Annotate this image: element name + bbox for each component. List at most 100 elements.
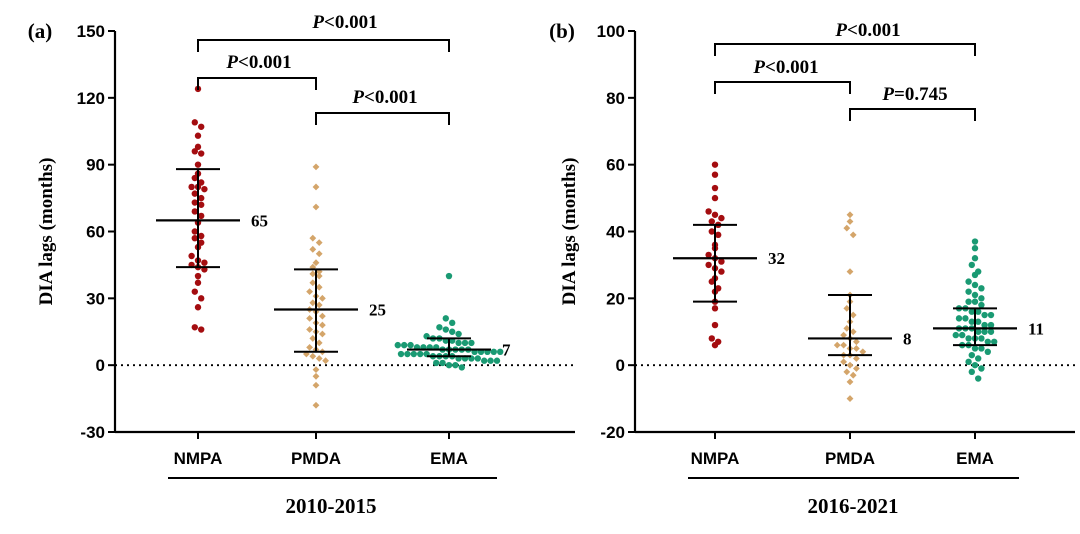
data-point bbox=[971, 245, 979, 252]
data-point bbox=[975, 375, 982, 382]
y-tick-label: 0 bbox=[616, 356, 625, 375]
median-label: 8 bbox=[903, 329, 912, 348]
data-point bbox=[978, 301, 985, 309]
data-point bbox=[455, 330, 462, 338]
data-point bbox=[407, 341, 414, 349]
data-point bbox=[840, 341, 847, 349]
p-value-label: P<0.001 bbox=[311, 12, 377, 33]
data-point bbox=[198, 123, 205, 130]
data-point bbox=[315, 272, 323, 280]
category-label: EMA bbox=[430, 449, 468, 468]
data-point bbox=[445, 272, 453, 280]
data-point bbox=[971, 361, 979, 369]
data-point bbox=[312, 259, 320, 267]
data-point bbox=[194, 279, 202, 286]
data-point bbox=[417, 350, 424, 358]
data-point bbox=[711, 321, 719, 329]
p-value-label: P<0.001 bbox=[834, 20, 900, 41]
data-point bbox=[853, 365, 860, 372]
data-point bbox=[191, 228, 198, 235]
data-point bbox=[312, 163, 320, 171]
data-point bbox=[843, 325, 851, 332]
y-tick-label: 20 bbox=[606, 289, 625, 308]
data-point bbox=[191, 119, 198, 126]
data-point bbox=[987, 321, 995, 329]
data-point bbox=[401, 341, 408, 349]
data-point bbox=[715, 231, 722, 239]
y-tick-label: 30 bbox=[86, 289, 105, 308]
data-point bbox=[975, 355, 982, 362]
data-point bbox=[191, 148, 198, 155]
data-point bbox=[309, 270, 317, 278]
data-point bbox=[404, 350, 411, 358]
data-point bbox=[410, 350, 417, 358]
data-point bbox=[849, 311, 857, 319]
data-point bbox=[394, 341, 401, 349]
data-point bbox=[490, 348, 497, 355]
data-point bbox=[843, 368, 851, 376]
data-point bbox=[984, 338, 991, 345]
data-point bbox=[965, 358, 972, 366]
data-point bbox=[436, 324, 443, 331]
data-point bbox=[718, 258, 725, 265]
data-point bbox=[705, 208, 712, 215]
data-point bbox=[315, 301, 323, 309]
data-point bbox=[312, 372, 320, 380]
y-tick-label: 60 bbox=[606, 156, 625, 175]
period-label: 2016-2021 bbox=[808, 494, 899, 518]
data-point bbox=[449, 328, 456, 335]
data-point bbox=[458, 364, 465, 371]
data-point bbox=[968, 261, 975, 269]
data-point bbox=[859, 348, 867, 356]
data-point bbox=[442, 315, 449, 322]
median-label: 32 bbox=[768, 249, 785, 268]
data-point bbox=[442, 326, 449, 333]
significance-bracket bbox=[197, 39, 450, 52]
y-tick-label: 150 bbox=[77, 22, 105, 41]
data-point bbox=[708, 218, 715, 225]
data-point bbox=[971, 345, 979, 352]
data-point bbox=[487, 357, 494, 364]
data-point bbox=[846, 378, 854, 386]
data-point bbox=[315, 283, 323, 291]
data-point bbox=[968, 351, 975, 359]
data-point bbox=[711, 184, 719, 192]
data-point bbox=[306, 288, 313, 296]
data-point bbox=[194, 272, 202, 280]
data-point bbox=[449, 319, 456, 327]
data-point bbox=[978, 285, 985, 292]
data-point bbox=[975, 318, 982, 325]
data-point bbox=[188, 183, 195, 191]
data-point bbox=[978, 335, 985, 342]
data-point bbox=[705, 261, 712, 269]
data-point bbox=[959, 331, 966, 339]
data-point bbox=[306, 314, 313, 322]
data-point bbox=[846, 218, 854, 225]
data-point bbox=[968, 368, 975, 376]
data-point bbox=[981, 311, 988, 319]
data-point bbox=[711, 161, 719, 168]
data-point bbox=[981, 328, 988, 335]
data-point bbox=[711, 171, 719, 178]
data-point bbox=[843, 224, 851, 232]
data-point bbox=[201, 185, 208, 193]
data-point bbox=[198, 150, 205, 157]
data-point bbox=[971, 291, 979, 299]
category-label: PMDA bbox=[825, 449, 875, 468]
panel-b: (b) DIA lags (months) -20 0 20 40 60 80 100 NMPA P… bbox=[549, 19, 1075, 518]
data-point bbox=[474, 355, 481, 362]
p-value-label: P<0.001 bbox=[752, 57, 818, 78]
data-point bbox=[309, 299, 317, 307]
data-point bbox=[188, 252, 195, 260]
data-point bbox=[711, 194, 719, 202]
data-point bbox=[312, 203, 320, 211]
data-point bbox=[952, 331, 959, 339]
data-point bbox=[975, 328, 982, 335]
data-point bbox=[191, 174, 198, 182]
data-point bbox=[833, 341, 841, 349]
data-point bbox=[978, 345, 985, 352]
data-point bbox=[455, 339, 462, 347]
data-point bbox=[991, 338, 998, 345]
data-point bbox=[715, 338, 722, 345]
data-point bbox=[968, 308, 975, 315]
